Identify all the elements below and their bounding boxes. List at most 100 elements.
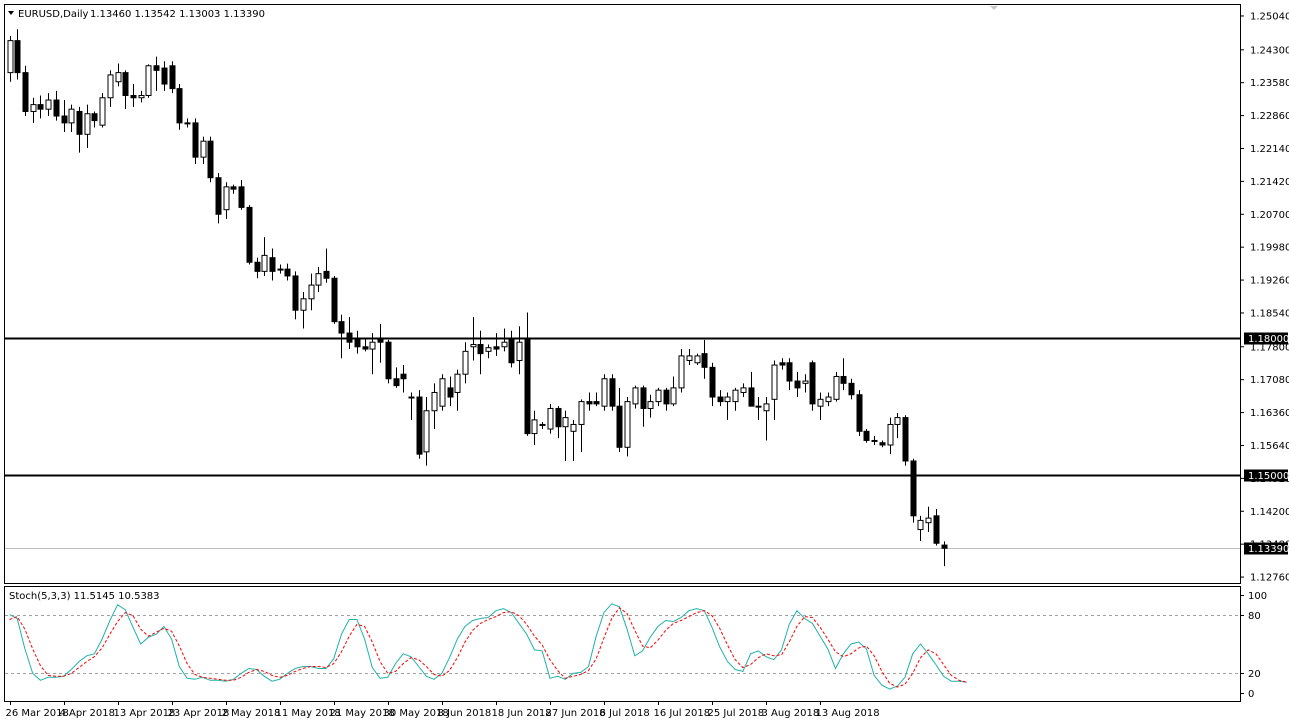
candle-bear[interactable]: [176, 88, 183, 124]
candle-bull[interactable]: [223, 186, 230, 211]
candle-bear[interactable]: [153, 65, 160, 71]
candle-bull[interactable]: [817, 398, 824, 407]
candle-bear[interactable]: [346, 332, 353, 343]
candle-bear[interactable]: [122, 72, 129, 96]
candle-bull[interactable]: [439, 378, 446, 407]
candle-bear[interactable]: [910, 460, 917, 517]
candle-bear[interactable]: [524, 339, 531, 435]
candle-bear[interactable]: [477, 343, 484, 355]
candle-bear[interactable]: [933, 515, 940, 544]
candle-bull[interactable]: [547, 407, 554, 430]
price-panel[interactable]: [4, 4, 1241, 584]
candle-bear[interactable]: [400, 373, 407, 380]
candle-bear[interactable]: [447, 387, 454, 398]
candle-bull[interactable]: [115, 72, 122, 83]
candle-bull[interactable]: [516, 341, 523, 361]
candle-bear[interactable]: [331, 277, 338, 323]
candle-bull[interactable]: [624, 401, 631, 448]
candle-bear[interactable]: [786, 362, 793, 382]
candle-bear[interactable]: [37, 104, 44, 110]
candle-bull[interactable]: [369, 341, 376, 350]
candle-bear[interactable]: [863, 430, 870, 441]
candle-bear[interactable]: [663, 389, 670, 405]
candle-bull[interactable]: [423, 410, 430, 453]
stochastic-panel[interactable]: [4, 586, 1241, 702]
candle-bull[interactable]: [825, 396, 832, 403]
candle-bear[interactable]: [238, 186, 245, 208]
candle-bull[interactable]: [107, 74, 114, 99]
candle-bull[interactable]: [562, 417, 569, 428]
candle-bear[interactable]: [794, 380, 801, 389]
candle-bear[interactable]: [254, 261, 261, 272]
candle-bear[interactable]: [856, 394, 863, 432]
candle-bull[interactable]: [408, 396, 415, 399]
candle-bear[interactable]: [53, 99, 60, 117]
candle-bull[interactable]: [740, 387, 747, 393]
candle-bull[interactable]: [277, 268, 284, 271]
candle-bull[interactable]: [686, 355, 693, 361]
candle-bear[interactable]: [323, 270, 330, 279]
candle-bull[interactable]: [871, 439, 878, 442]
candle-bear[interactable]: [362, 346, 369, 350]
candle-bull[interactable]: [308, 284, 315, 300]
candle-bull[interactable]: [894, 417, 901, 425]
candle-bull[interactable]: [632, 387, 639, 405]
candle-bull[interactable]: [655, 389, 662, 403]
candle-bull[interactable]: [7, 40, 14, 74]
candle-bull[interactable]: [694, 355, 701, 364]
candle-bear[interactable]: [192, 122, 199, 158]
candle-bear[interactable]: [284, 268, 291, 277]
candle-bear[interactable]: [14, 40, 21, 74]
candle-bear[interactable]: [61, 115, 68, 124]
candle-bull[interactable]: [763, 403, 770, 412]
candle-bear[interactable]: [76, 110, 83, 135]
candle-bull[interactable]: [501, 341, 508, 348]
candle-bull[interactable]: [145, 65, 152, 96]
candle-bull[interactable]: [454, 373, 461, 393]
candle-bear[interactable]: [717, 396, 724, 403]
candle-bull[interactable]: [470, 343, 477, 348]
candle-bull[interactable]: [315, 273, 322, 286]
candle-bull[interactable]: [99, 97, 106, 126]
candle-bear[interactable]: [385, 341, 392, 380]
candle-bear[interactable]: [246, 206, 253, 263]
candle-bull[interactable]: [200, 140, 207, 158]
candle-bull[interactable]: [300, 298, 307, 311]
candle-bear[interactable]: [230, 186, 237, 190]
candle-bull[interactable]: [30, 104, 37, 112]
candle-bull[interactable]: [45, 99, 52, 110]
candle-bull[interactable]: [771, 364, 778, 400]
collapse-triangle-icon[interactable]: [990, 6, 998, 10]
candle-bear[interactable]: [508, 339, 515, 364]
candle-bear[interactable]: [207, 140, 214, 179]
candle-bear[interactable]: [22, 72, 29, 112]
candle-bear[interactable]: [555, 407, 562, 428]
candle-bear[interactable]: [539, 423, 546, 426]
candle-bear[interactable]: [902, 417, 909, 462]
candle-bear[interactable]: [748, 387, 755, 407]
candle-bull[interactable]: [138, 94, 145, 99]
candle-bear[interactable]: [416, 396, 423, 455]
candle-bull[interactable]: [925, 517, 932, 524]
candle-bear[interactable]: [709, 366, 716, 398]
candle-bear[interactable]: [354, 339, 361, 348]
candle-bull[interactable]: [601, 378, 608, 407]
candle-bear[interactable]: [493, 346, 500, 350]
candle-bull[interactable]: [887, 423, 894, 446]
candle-bull[interactable]: [802, 380, 809, 384]
candle-bear[interactable]: [593, 401, 600, 405]
candle-bear[interactable]: [338, 321, 345, 334]
candle-bull[interactable]: [184, 122, 191, 125]
candle-bear[interactable]: [169, 65, 176, 90]
candle-bull[interactable]: [84, 113, 91, 135]
candle-bull[interactable]: [261, 254, 268, 272]
candle-bull[interactable]: [570, 423, 577, 432]
candle-bull[interactable]: [833, 375, 840, 400]
candle-bear[interactable]: [616, 405, 623, 448]
candle-bear[interactable]: [161, 67, 168, 85]
candle-bear[interactable]: [701, 353, 708, 368]
candle-bull[interactable]: [670, 387, 677, 405]
candle-bear[interactable]: [215, 177, 222, 215]
candle-bear[interactable]: [941, 544, 948, 549]
